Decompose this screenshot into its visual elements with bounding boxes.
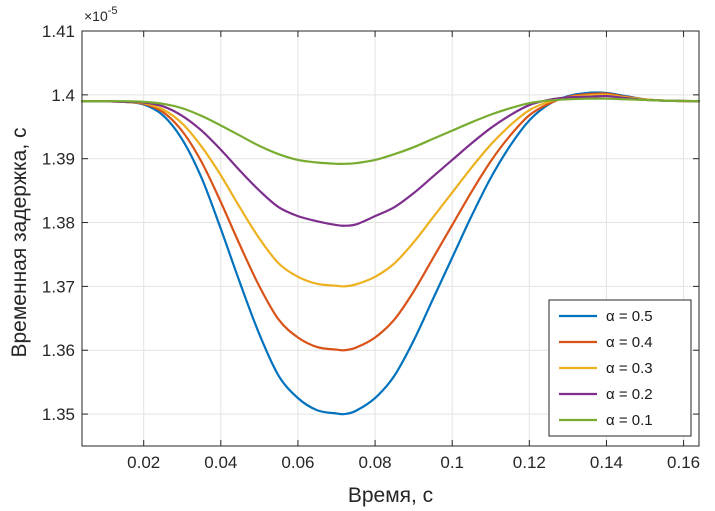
y-tick-label: 1.36 [42,341,75,360]
legend-label: α = 0.3 [606,360,653,377]
legend-label: α = 0.1 [606,412,653,429]
y-axis-title: Временная задержка, с [8,127,31,357]
x-tick-label: 0.14 [590,453,623,472]
x-tick-label: 0.08 [359,453,392,472]
y-tick-label: 1.39 [42,150,75,169]
y-tick-label: 1.41 [42,22,75,41]
y-axis-multiplier: ×10-5 [84,5,118,24]
x-tick-label: 0.12 [513,453,546,472]
legend-label: α = 0.5 [606,308,653,325]
series-lines [80,91,701,416]
plot-border [81,30,700,447]
y-tick-label: 1.35 [42,405,75,424]
y-tick-label: 1.4 [51,86,75,105]
y-axis-multiplier-base: ×10 [84,8,108,24]
y-axis-multiplier-exponent: -5 [108,5,118,17]
x-tick-label: 0.02 [127,453,160,472]
x-tick-label: 0.04 [204,453,237,472]
y-tick-label: 1.38 [42,214,75,233]
x-axis-ticks: 0.02 0.04 0.06 0.08 0.1 0.12 0.14 0.16 [127,31,700,472]
legend-label: α = 0.4 [606,334,653,351]
x-axis-title: Время, с [348,484,433,507]
legend-label: α = 0.2 [606,386,653,403]
series-line-2 [80,92,701,352]
series-line-5 [80,97,701,166]
series-line-1 [80,91,701,416]
x-tick-label: 0.16 [667,453,700,472]
y-axis-ticks: 1.35 1.36 1.37 1.38 1.39 1.4 1.41 [42,22,699,424]
legend: α = 0.5 α = 0.4 α = 0.3 α = 0.2 α = 0.1 [548,299,692,437]
y-tick-label: 1.37 [42,277,75,296]
series-line-4 [80,94,701,227]
x-tick-label: 0.1 [440,453,464,472]
x-tick-label: 0.06 [281,453,314,472]
